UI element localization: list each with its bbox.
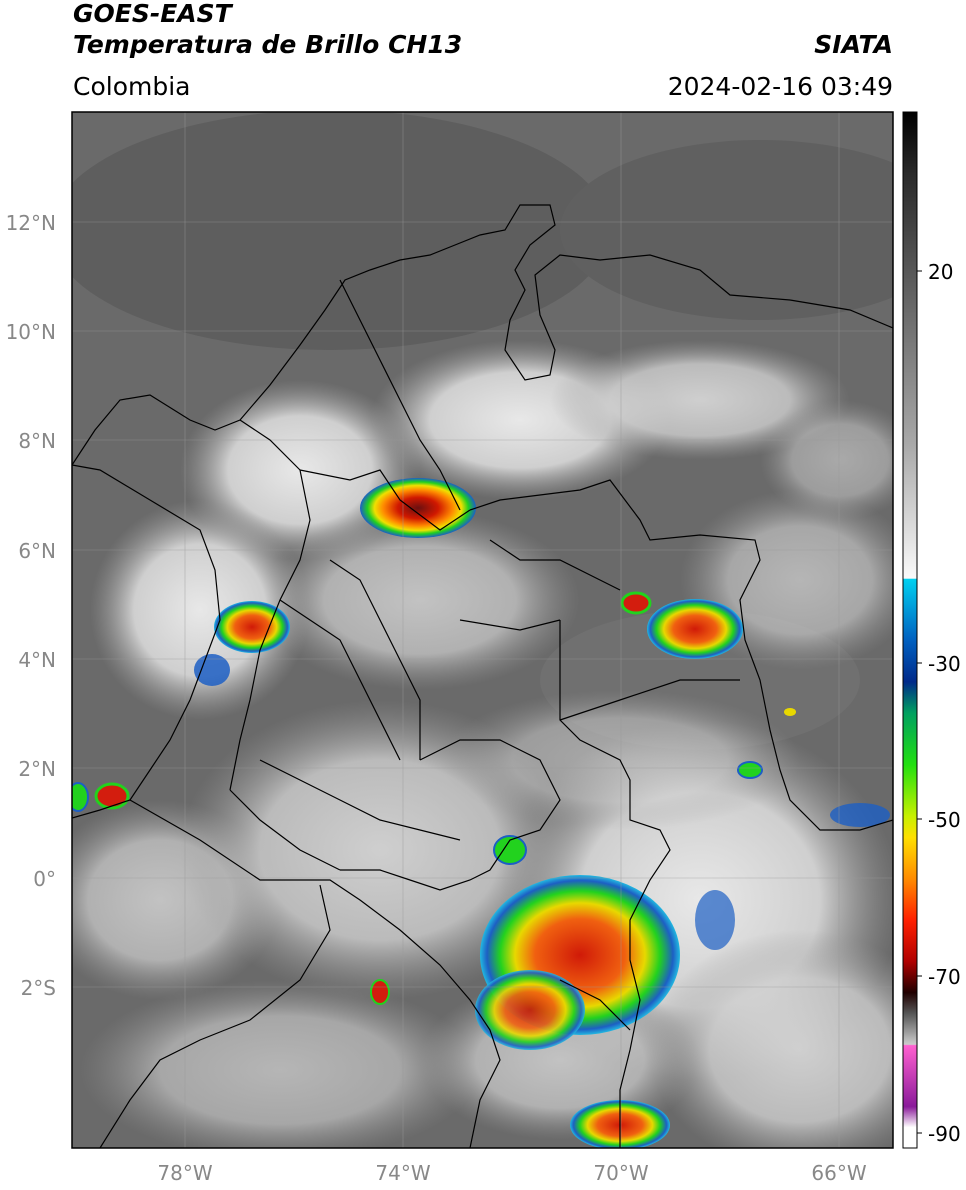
colorbar-label: 20 bbox=[928, 260, 953, 284]
storm-cell bbox=[214, 601, 290, 653]
satellite-title: GOES-EAST bbox=[73, 0, 232, 28]
colorbar-label: -90 bbox=[928, 1122, 961, 1146]
map-frame bbox=[71, 111, 894, 1149]
lat-label: 2°S bbox=[21, 976, 56, 1000]
storm-cell bbox=[360, 478, 476, 538]
lat-label: 2°N bbox=[18, 757, 56, 781]
region-label: Colombia bbox=[73, 72, 191, 101]
boundaries bbox=[72, 204, 893, 1148]
lat-label: 8°N bbox=[18, 429, 56, 453]
timestamp-label: 2024-02-16 03:49 bbox=[667, 72, 893, 101]
graticule bbox=[72, 112, 893, 1148]
colorbar-label: -50 bbox=[928, 808, 961, 832]
lon-label: 66°W bbox=[811, 1161, 866, 1185]
lat-label: 10°N bbox=[6, 320, 56, 344]
lon-label: 78°W bbox=[157, 1161, 212, 1185]
product-title: Temperatura de Brillo CH13 bbox=[73, 30, 463, 59]
lat-label: 12°N bbox=[6, 211, 56, 235]
latitude-labels: 12°N 10°N 8°N 6°N 4°N 2°N 0° 2°S bbox=[6, 211, 56, 1000]
lat-label: 0° bbox=[33, 867, 56, 891]
lat-label: 6°N bbox=[18, 539, 56, 563]
colorbar-label: -30 bbox=[928, 652, 961, 676]
lat-label: 4°N bbox=[18, 648, 56, 672]
imagery-layer bbox=[72, 112, 893, 1148]
longitude-labels: 78°W 74°W 70°W 66°W bbox=[157, 1161, 866, 1185]
storm-cell bbox=[647, 599, 743, 659]
lon-label: 70°W bbox=[593, 1161, 648, 1185]
colorbar-label: -70 bbox=[928, 965, 961, 989]
lon-label: 74°W bbox=[375, 1161, 430, 1185]
organization-label: SIATA bbox=[814, 30, 893, 59]
colorbar: 20 -30 -50 -70 -90 bbox=[902, 111, 961, 1149]
